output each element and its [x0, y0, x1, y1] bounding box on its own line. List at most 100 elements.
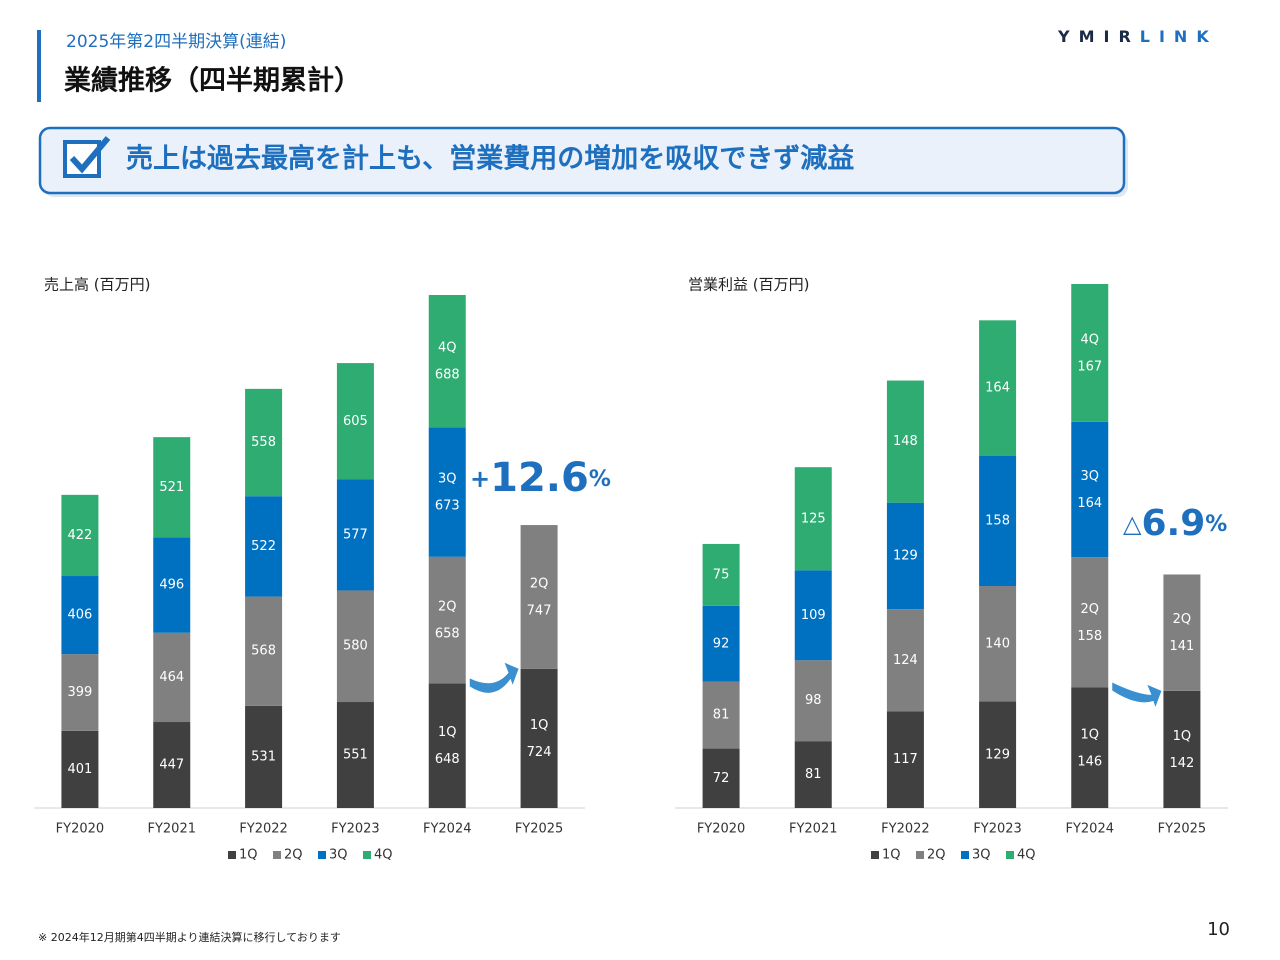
data-label: 141	[1170, 639, 1195, 654]
annotation-suffix: %	[1205, 512, 1227, 537]
data-label: 167	[1077, 359, 1102, 374]
data-label: 658	[435, 627, 460, 642]
bar-segment	[520, 525, 558, 669]
header-bar	[37, 30, 41, 102]
annotation-prefix: △	[1123, 510, 1142, 538]
growth-annotation: △6.9%	[1123, 503, 1227, 544]
bar-segment	[336, 363, 374, 480]
legend-swatch	[273, 851, 281, 859]
data-label: 568	[251, 644, 276, 659]
data-label: 688	[435, 368, 460, 383]
data-label: 406	[68, 608, 93, 623]
data-label: 158	[1077, 629, 1102, 644]
growth-arrow	[469, 662, 519, 693]
x-tick-label: FY2021	[147, 822, 196, 837]
data-label: 447	[159, 758, 184, 773]
segment-series-label: 3Q	[438, 472, 457, 487]
data-label: 551	[343, 748, 368, 763]
bar-segment	[61, 730, 99, 808]
bar-segment	[1071, 687, 1109, 808]
bar-segment	[61, 494, 99, 577]
subtitle: 2025年第2四半期決算(連結)	[66, 32, 286, 52]
data-label: 399	[68, 685, 93, 700]
bar-segment	[794, 467, 832, 571]
data-label: 747	[527, 603, 552, 618]
segment-series-label: 2Q	[530, 576, 549, 591]
data-label: 92	[713, 636, 730, 651]
legend-label: 3Q	[329, 848, 348, 863]
legend-label: 2Q	[927, 848, 946, 863]
bar-segment	[979, 320, 1017, 456]
growth-annotation: +12.6%	[470, 455, 611, 501]
segment-series-label: 1Q	[438, 725, 457, 740]
bar-segment	[428, 427, 466, 557]
annotation-value: 12.6	[490, 455, 589, 501]
bar-segment	[886, 380, 924, 503]
data-label: 558	[251, 435, 276, 450]
bar-segment	[886, 502, 924, 610]
data-label: 164	[985, 380, 1010, 395]
data-label: 75	[713, 567, 730, 582]
data-label: 577	[343, 527, 368, 542]
x-tick-label: FY2020	[56, 822, 105, 837]
x-tick-label: FY2023	[331, 822, 380, 837]
bar-segment	[979, 586, 1017, 702]
annotation-value: 6.9	[1141, 503, 1205, 544]
data-label: 496	[159, 578, 184, 593]
bar-segment	[153, 632, 191, 723]
bar-segment	[336, 590, 374, 703]
legend-swatch	[363, 851, 371, 859]
bar-segment	[886, 609, 924, 712]
data-label: 81	[713, 708, 730, 723]
segment-series-label: 4Q	[1080, 332, 1099, 347]
x-tick-label: FY2022	[881, 822, 930, 837]
bar-segment	[702, 605, 740, 682]
data-label: 464	[159, 670, 184, 685]
bar-segment	[245, 596, 283, 706]
legend-label: 4Q	[374, 848, 393, 863]
bar-segment	[1163, 574, 1201, 691]
x-tick-label: FY2020	[697, 822, 746, 837]
footnote: ※ 2024年12月期第4四半期より連結決算に移行しております	[38, 930, 341, 944]
data-label: 81	[805, 767, 822, 782]
legend-label: 1Q	[239, 848, 258, 863]
logo-blue: LINK	[1140, 27, 1218, 46]
legend-swatch	[1006, 851, 1014, 859]
data-label: 531	[251, 749, 276, 764]
data-label: 146	[1077, 754, 1102, 769]
bar-segment	[336, 702, 374, 808]
data-label: 521	[159, 480, 184, 495]
bar-segment	[702, 681, 740, 749]
segment-series-label: 1Q	[1080, 727, 1099, 742]
data-label: 158	[985, 513, 1010, 528]
data-label: 129	[893, 548, 918, 563]
x-tick-label: FY2024	[423, 822, 472, 837]
bar-segment	[153, 722, 191, 808]
bar-segment	[245, 496, 283, 597]
bar-segment	[153, 437, 191, 538]
logo-dark: YMIR	[1057, 27, 1140, 46]
chart-title: 売上高 (百万円)	[44, 276, 150, 294]
segment-series-label: 1Q	[530, 718, 549, 733]
data-label: 129	[985, 747, 1010, 762]
bar-segment	[245, 388, 283, 497]
x-tick-label: FY2021	[789, 822, 838, 837]
x-tick-label: FY2024	[1065, 822, 1114, 837]
bar-segment	[794, 741, 832, 808]
logo: YMIRLINK	[1057, 27, 1218, 46]
data-label: 148	[893, 434, 918, 449]
bar-segment	[428, 295, 466, 428]
bar-segment	[979, 455, 1017, 587]
data-label: 142	[1170, 756, 1195, 771]
bar-segment	[979, 701, 1017, 808]
bar-segment	[1163, 690, 1201, 808]
chart-title: 営業利益 (百万円)	[688, 276, 809, 294]
data-label: 117	[893, 752, 918, 767]
bar-segment	[153, 537, 191, 633]
bar-segment	[886, 711, 924, 808]
bar-segment	[520, 668, 558, 808]
data-label: 673	[435, 499, 460, 514]
bar-segment	[428, 556, 466, 684]
bar-segment	[336, 479, 374, 591]
